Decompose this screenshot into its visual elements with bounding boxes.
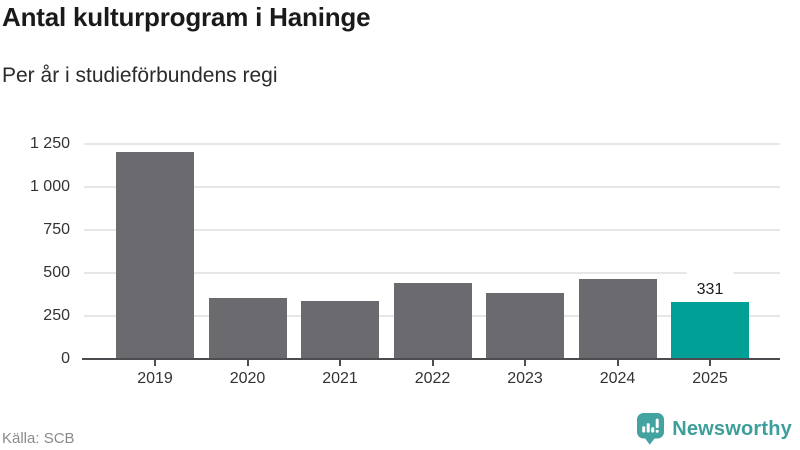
x-axis-tick-label: 2025: [692, 370, 728, 387]
x-axis-tick: [246, 359, 249, 366]
bar-2022: [393, 283, 472, 359]
gridline-1250: [84, 143, 780, 145]
bar-2023: [486, 292, 564, 359]
newsworthy-wordmark: Newsworthy: [672, 417, 792, 440]
y-axis-tick-label: 1 250: [29, 135, 70, 153]
x-axis-tick: [431, 359, 434, 366]
x-axis-tick-label: 2022: [414, 370, 451, 387]
source-label: Källa: SCB: [2, 430, 75, 447]
bar-2021: [301, 301, 379, 359]
newsworthy-logo[interactable]: Newsworthy: [637, 413, 792, 445]
x-axis-tick: [709, 359, 711, 366]
y-axis-tick-label: 1 000: [29, 178, 70, 195]
x-axis-tick-label: 2019: [137, 370, 173, 387]
x-axis-tick-label: 2024: [599, 370, 636, 387]
x-axis-tick: [154, 359, 156, 366]
x-axis-tick-label: 2023: [507, 370, 543, 387]
x-axis-tick: [616, 359, 619, 366]
gridline-1000: [84, 186, 780, 188]
bar-2020: [208, 297, 287, 359]
gridline-500: [84, 272, 780, 274]
x-axis-tick: [339, 359, 341, 366]
y-axis-tick-label: 750: [43, 221, 70, 238]
x-axis-tick-label: 2020: [229, 370, 266, 387]
plot-area: 0 250 500 750 1 000 1 250 2019 2020 2021 2022 2023…: [30, 135, 780, 387]
bar-2024: [578, 279, 657, 359]
chart-subtitle: Per år i studieförbundens regi: [2, 64, 278, 87]
gridline-750: [84, 229, 780, 231]
x-axis-tick-label: 2021: [322, 370, 358, 387]
y-axis-tick-label: 500: [43, 264, 70, 281]
y-axis-tick-label: 0: [61, 350, 70, 367]
bar-value-label: 331: [686, 271, 734, 300]
y-axis-tick-label: 250: [43, 307, 70, 324]
newsworthy-bubble-chart-icon: [637, 413, 665, 445]
bar-2019: [116, 151, 194, 359]
x-axis-line: [82, 357, 780, 360]
chart-title: Antal kulturprogram i Haninge: [2, 2, 371, 32]
x-axis-tick: [524, 359, 526, 366]
bar-2025: [671, 302, 749, 359]
